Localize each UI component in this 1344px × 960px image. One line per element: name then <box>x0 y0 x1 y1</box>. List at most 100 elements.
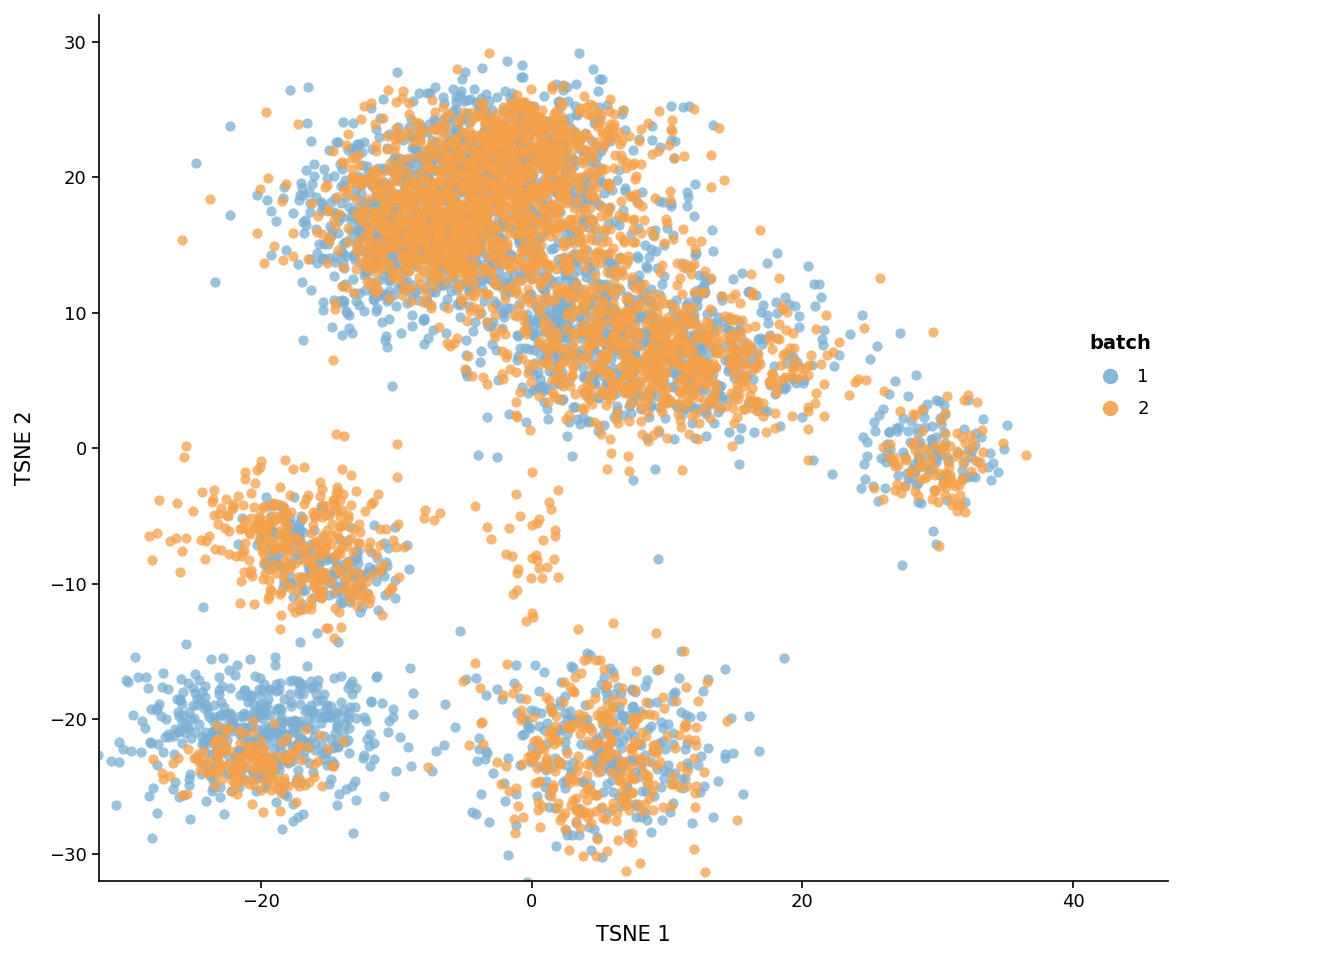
Point <box>612 783 633 799</box>
Point <box>543 118 564 133</box>
Point <box>560 658 582 673</box>
Point <box>138 789 160 804</box>
Point <box>367 183 388 199</box>
Point <box>433 123 454 138</box>
Point <box>986 465 1008 480</box>
Point <box>515 322 536 337</box>
Point <box>476 123 497 138</box>
Point <box>593 312 614 327</box>
Point <box>589 417 610 432</box>
Point <box>497 219 519 234</box>
Point <box>519 245 540 260</box>
Point <box>324 496 345 512</box>
Point <box>372 558 394 573</box>
Point <box>699 301 720 317</box>
Point <box>214 728 235 743</box>
Point <box>633 212 655 228</box>
Point <box>497 847 519 862</box>
Point <box>559 121 581 136</box>
Point <box>435 181 457 197</box>
Point <box>335 717 356 732</box>
Point <box>590 160 612 176</box>
Point <box>610 282 632 298</box>
Point <box>418 242 439 257</box>
Point <box>489 228 511 244</box>
Point <box>328 564 349 579</box>
Point <box>448 276 469 291</box>
Point <box>616 797 637 812</box>
Point <box>648 322 669 337</box>
Point <box>753 396 774 411</box>
Point <box>668 357 689 372</box>
Point <box>675 398 696 414</box>
Point <box>559 703 581 718</box>
Point <box>922 523 943 539</box>
Point <box>622 270 644 285</box>
Point <box>921 450 942 466</box>
Point <box>429 232 450 248</box>
Point <box>538 210 559 226</box>
Point <box>582 231 603 247</box>
Point <box>277 788 298 804</box>
Point <box>583 249 605 264</box>
Point <box>423 135 445 151</box>
Point <box>305 579 327 594</box>
Point <box>280 558 301 573</box>
Point <box>262 495 284 511</box>
Point <box>726 342 747 357</box>
Point <box>277 756 298 771</box>
Point <box>660 345 681 360</box>
Point <box>874 480 895 495</box>
Point <box>603 325 625 341</box>
Point <box>438 189 460 204</box>
Point <box>696 322 718 337</box>
Point <box>636 783 657 799</box>
Point <box>281 694 302 709</box>
Point <box>694 282 715 298</box>
Point <box>469 151 491 166</box>
Point <box>372 162 394 178</box>
Point <box>488 190 509 205</box>
Point <box>509 211 531 227</box>
Point <box>473 370 495 385</box>
Point <box>524 324 546 340</box>
Point <box>657 314 679 329</box>
Point <box>399 211 421 227</box>
Point <box>503 675 524 690</box>
Point <box>573 325 594 341</box>
Point <box>332 236 353 252</box>
Point <box>547 174 569 189</box>
Point <box>359 595 380 611</box>
Point <box>491 158 512 174</box>
Point <box>628 296 649 311</box>
Point <box>650 346 672 361</box>
Point <box>508 178 530 193</box>
Point <box>911 459 933 474</box>
Point <box>555 191 577 206</box>
Point <box>439 156 461 171</box>
Point <box>634 805 656 821</box>
Point <box>245 516 266 532</box>
Point <box>207 748 228 763</box>
Point <box>934 445 956 461</box>
Point <box>715 329 737 345</box>
Point <box>238 732 259 747</box>
Point <box>366 238 387 253</box>
Point <box>282 249 304 264</box>
Point <box>512 170 534 185</box>
Point <box>543 182 564 198</box>
Point <box>234 564 255 580</box>
Point <box>263 513 285 528</box>
Point <box>374 183 395 199</box>
Point <box>622 327 644 343</box>
Point <box>250 687 271 703</box>
Point <box>563 278 585 294</box>
Point <box>247 517 269 533</box>
Point <box>931 469 953 485</box>
Point <box>645 368 667 383</box>
Point <box>535 199 556 214</box>
Point <box>723 415 745 430</box>
Point <box>659 339 680 354</box>
Point <box>535 736 556 752</box>
Point <box>277 754 298 769</box>
